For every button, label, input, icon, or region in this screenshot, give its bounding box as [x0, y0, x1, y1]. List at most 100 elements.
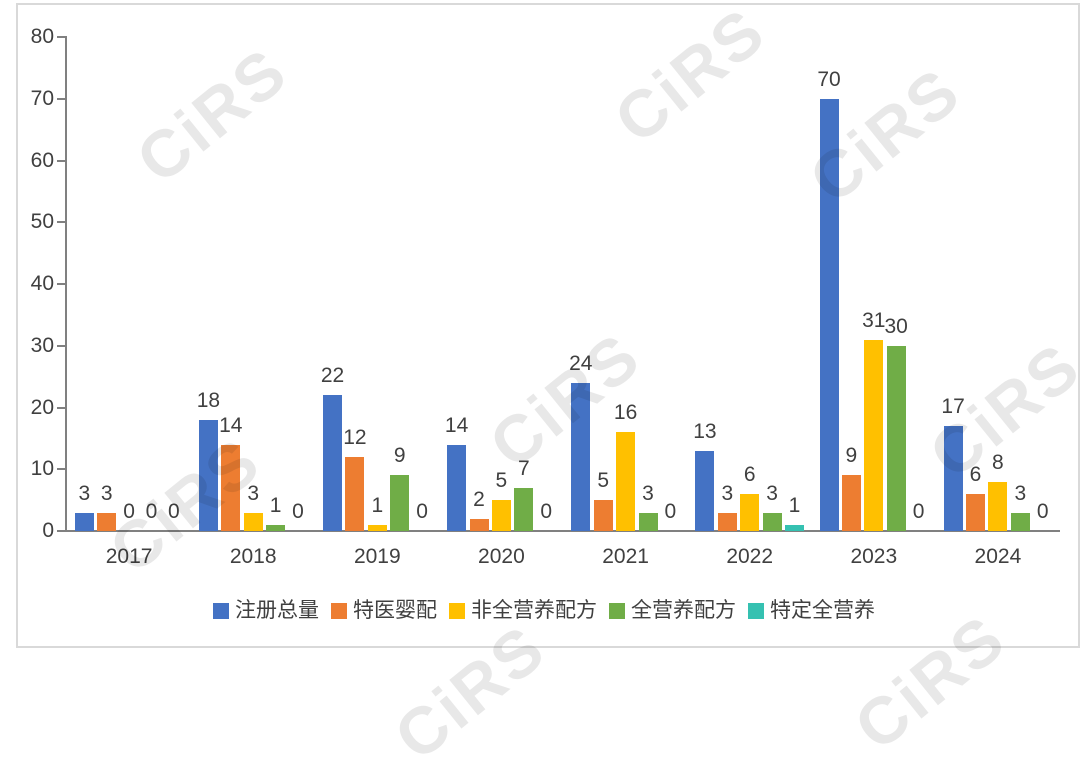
bar-data-label: 0 — [540, 500, 553, 523]
bar — [841, 475, 861, 531]
x-category-label: 2024 — [974, 545, 1022, 568]
bar — [266, 524, 286, 531]
bar-data-label: 16 — [613, 401, 638, 425]
bar — [966, 493, 985, 531]
y-axis-tick-label: 10 — [30, 457, 54, 481]
legend-label: 特定全营养 — [770, 599, 875, 622]
y-axis-tick — [57, 406, 66, 409]
y-axis-tick-label: 70 — [30, 86, 54, 110]
bar — [97, 512, 117, 531]
bar — [638, 512, 658, 531]
y-axis-tick — [57, 283, 66, 285]
bar-data-label: 0 — [292, 500, 304, 523]
bar-data-label: 0 — [1036, 500, 1049, 523]
bar-data-label: 17 — [941, 395, 965, 418]
legend-item: 全营养配方 — [609, 599, 736, 623]
bar — [221, 444, 241, 532]
bar-data-label: 3 — [642, 481, 654, 505]
bar-data-label: 5 — [597, 469, 610, 493]
bar-data-label: 1 — [371, 493, 384, 517]
bar — [785, 524, 804, 531]
bar-data-label: 12 — [343, 425, 367, 449]
bar — [390, 475, 410, 531]
bar — [345, 456, 365, 531]
y-axis-tick — [57, 530, 66, 532]
bar — [323, 395, 342, 531]
y-axis-tick — [57, 97, 66, 100]
x-category-label: 2018 — [229, 545, 277, 568]
bar-data-label: 13 — [693, 419, 717, 443]
bar — [695, 450, 715, 531]
x-axis-line — [65, 530, 1060, 532]
bar — [198, 419, 218, 531]
bar-data-label: 0 — [123, 500, 135, 523]
bar — [819, 98, 839, 532]
bar-data-label: 0 — [912, 500, 925, 523]
legend: 注册总量 特医婴配 非全营养配方 全营养配方 特定全营养 — [0, 599, 1088, 623]
bar — [943, 426, 963, 531]
y-axis-tick-label: 40 — [30, 272, 54, 295]
bar-data-label: 14 — [444, 413, 469, 437]
bar-data-label: 0 — [664, 500, 677, 523]
bar-data-label: 18 — [196, 388, 221, 412]
bar-data-label: 3 — [100, 481, 113, 505]
x-category-label: 2019 — [353, 545, 401, 568]
bar — [243, 512, 263, 531]
x-category-label: 2023 — [850, 545, 898, 568]
y-axis-tick — [57, 468, 66, 471]
bar-data-label: 6 — [969, 462, 982, 486]
legend-swatch — [748, 603, 764, 619]
bar-data-label: 0 — [168, 500, 180, 523]
legend-swatch — [331, 603, 347, 619]
bar-data-label: 70 — [817, 67, 841, 91]
legend-label: 非全营养配方 — [471, 599, 597, 622]
bar — [367, 524, 387, 531]
bar-data-label: 0 — [416, 500, 428, 523]
legend-swatch — [609, 603, 625, 619]
bar — [593, 500, 613, 531]
legend-item: 特医婴配 — [331, 599, 437, 623]
bar — [571, 382, 591, 531]
legend-swatch — [449, 603, 465, 619]
bar-data-label: 1 — [269, 493, 282, 517]
y-axis-tick-label: 30 — [30, 333, 54, 357]
bar — [740, 493, 760, 531]
plot-area: 0 10 20 30 40 50 60 70 80 3 3 0 0 0 2017 18 14 3 1 0 2018 22 1… — [30, 26, 1060, 568]
bar-data-label: 9 — [845, 444, 858, 468]
bar — [762, 512, 782, 531]
bar-data-label: 1 — [788, 493, 801, 517]
bar — [864, 339, 884, 531]
bar — [447, 444, 467, 532]
legend-item: 注册总量 — [213, 599, 319, 623]
bar — [616, 432, 636, 531]
bar — [74, 512, 94, 531]
bar-data-label: 6 — [743, 462, 756, 486]
y-axis-tick — [57, 221, 66, 224]
legend-label: 全营养配方 — [631, 599, 736, 622]
y-axis-tick — [57, 159, 66, 162]
legend-label: 特医婴配 — [353, 599, 437, 622]
bar-data-label: 9 — [393, 444, 406, 468]
x-category-label: 2022 — [726, 545, 774, 568]
bar — [514, 487, 534, 531]
legend-label: 注册总量 — [235, 599, 319, 622]
y-axis-line — [65, 36, 67, 532]
y-axis-tick-label: 50 — [30, 210, 54, 234]
bar-data-label: 3 — [78, 481, 91, 505]
y-axis-tick-label: 0 — [42, 519, 54, 542]
bar-data-label: 8 — [992, 450, 1004, 474]
bar — [469, 518, 489, 531]
bar-data-label: 22 — [320, 364, 345, 388]
bar-data-label: 3 — [1014, 481, 1027, 505]
bar-data-label: 30 — [884, 314, 908, 338]
bar-data-label: 7 — [517, 456, 530, 480]
y-axis-tick-label: 20 — [30, 395, 54, 419]
bar — [1010, 512, 1030, 531]
bar-data-label: 5 — [495, 469, 508, 493]
x-category-label: 2021 — [602, 545, 649, 568]
bar-data-label: 3 — [247, 481, 260, 505]
bar — [988, 481, 1008, 531]
legend-item: 非全营养配方 — [449, 599, 597, 623]
bar-data-label: 0 — [145, 500, 158, 523]
legend-swatch — [213, 603, 229, 619]
